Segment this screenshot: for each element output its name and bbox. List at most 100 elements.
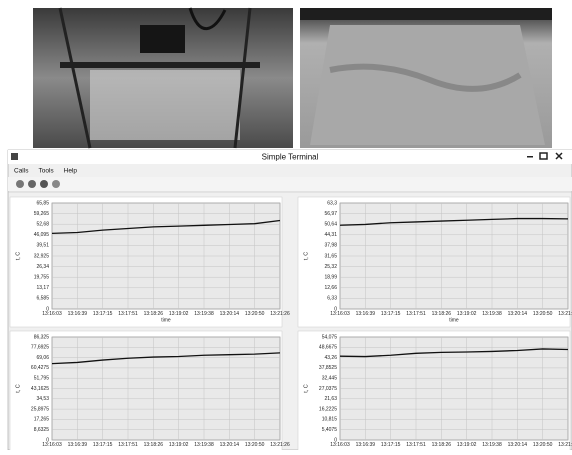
x-tick-label: 13:19:02 [169, 311, 189, 317]
y-tick-label: 5,4075 [322, 427, 338, 433]
y-tick-label: 12,66 [324, 285, 337, 291]
title-bar [8, 150, 572, 164]
y-tick-label: 37,98 [324, 243, 337, 249]
y-tick-label: 44,31 [324, 232, 337, 238]
y-tick-label: 0 [46, 306, 49, 312]
close-button[interactable] [555, 152, 563, 160]
x-tick-label: 13:21:26 [270, 311, 290, 317]
photo-left [33, 7, 293, 149]
menu-item[interactable]: Help [64, 168, 78, 175]
x-tick-label: 13:16:39 [356, 311, 376, 317]
y-tick-label: 69,06 [36, 355, 49, 361]
x-tick-label: 13:20:50 [245, 311, 265, 317]
y-tick-label: 56,97 [324, 211, 337, 217]
y-tick-label: 0 [46, 437, 49, 443]
x-tick-label: 13:20:14 [220, 442, 240, 448]
x-tick-label: 13:20:50 [533, 311, 553, 317]
x-tick-label: 13:18:26 [144, 442, 164, 448]
x-tick-label: 13:17:51 [118, 442, 138, 448]
window-title: Simple Terminal [262, 153, 319, 162]
x-axis-label: time [449, 317, 459, 323]
x-tick-label: 13:16:39 [68, 311, 88, 317]
toolbar-button[interactable] [40, 180, 48, 188]
x-tick-label: 13:16:39 [356, 442, 376, 448]
y-axis-label: t, C [15, 384, 21, 393]
data-line [339, 217, 569, 226]
y-tick-label: 6,585 [36, 296, 49, 302]
y-tick-label: 59,265 [34, 211, 50, 217]
y-tick-label: 43,26 [324, 355, 337, 361]
y-tick-label: 25,32 [324, 264, 337, 270]
data-line [51, 219, 281, 234]
y-tick-label: 60,4275 [31, 365, 49, 371]
y-axis-label: t, C [303, 252, 309, 261]
x-tick-label: 13:19:38 [482, 442, 502, 448]
y-tick-label: 86,325 [34, 334, 50, 340]
y-tick-label: 52,68 [36, 222, 49, 228]
y-tick-label: 6,33 [327, 296, 337, 302]
x-tick-label: 13:20:14 [508, 311, 528, 317]
x-tick-label: 13:19:02 [457, 311, 477, 317]
photo-right [300, 8, 552, 148]
minimize-button[interactable] [527, 156, 533, 158]
y-tick-label: 27,0375 [319, 386, 337, 392]
x-tick-label: 13:20:50 [533, 442, 553, 448]
app-icon [11, 153, 18, 160]
toolbar-button[interactable] [28, 180, 36, 188]
y-tick-label: 43,1625 [31, 386, 49, 392]
x-tick-label: 13:21:26 [558, 442, 572, 448]
x-tick-label: 13:16:03 [330, 442, 350, 448]
y-tick-label: 34,53 [36, 396, 49, 402]
x-tick-label: 13:20:50 [245, 442, 265, 448]
x-axis-label: time [161, 317, 171, 323]
y-tick-label: 77,6925 [31, 345, 49, 351]
y-tick-label: 32,445 [322, 376, 338, 382]
y-tick-label: 18,99 [324, 275, 337, 281]
x-tick-label: 13:19:38 [194, 311, 214, 317]
y-tick-label: 31,65 [324, 253, 337, 259]
x-tick-label: 13:17:15 [93, 442, 113, 448]
x-tick-label: 13:16:03 [330, 311, 350, 317]
toolbar-button[interactable] [16, 180, 24, 188]
menu-item[interactable]: Tools [38, 168, 54, 175]
y-tick-label: 48,6675 [319, 345, 337, 351]
y-tick-label: 26,34 [36, 264, 49, 270]
window-controls[interactable] [527, 152, 563, 160]
x-tick-label: 13:19:02 [457, 442, 477, 448]
y-tick-label: 0 [334, 437, 337, 443]
y-tick-label: 46,095 [34, 232, 50, 238]
charts-area: 0 6,585 13,17 19,755 26,34 32,925 39,51 46,095 5… [9, 196, 572, 455]
x-tick-label: 13:20:14 [220, 311, 240, 317]
y-tick-label: 63,3 [327, 200, 337, 206]
y-tick-label: 54,075 [322, 334, 338, 340]
y-tick-label: 8,6325 [34, 427, 50, 433]
x-tick-label: 13:16:03 [42, 442, 62, 448]
y-tick-label: 0 [334, 306, 337, 312]
toolbar-button[interactable] [52, 180, 60, 188]
x-tick-label: 13:17:15 [93, 311, 113, 317]
y-tick-label: 19,755 [34, 275, 50, 281]
x-tick-label: 13:17:51 [406, 442, 426, 448]
x-tick-label: 13:18:26 [432, 311, 452, 317]
y-tick-label: 32,925 [34, 253, 50, 259]
x-tick-label: 13:16:39 [68, 442, 88, 448]
y-axis-label: t, C [15, 252, 21, 261]
y-tick-label: 10,815 [322, 417, 338, 423]
x-tick-label: 13:16:03 [42, 311, 62, 317]
maximize-button[interactable] [539, 152, 548, 160]
y-tick-label: 25,8975 [31, 406, 49, 412]
x-tick-label: 13:17:51 [118, 311, 138, 317]
y-tick-label: 39,51 [36, 243, 49, 249]
menu-bar: Calls Tools Help [14, 168, 77, 175]
data-line [339, 348, 569, 358]
y-tick-label: 16,2225 [319, 406, 337, 412]
x-tick-label: 13:17:15 [381, 311, 401, 317]
menu-item[interactable]: Calls [14, 168, 29, 175]
x-tick-label: 13:17:15 [381, 442, 401, 448]
x-tick-label: 13:18:26 [144, 311, 164, 317]
x-tick-label: 13:18:26 [432, 442, 452, 448]
x-tick-label: 13:21:26 [558, 311, 572, 317]
y-tick-label: 50,64 [324, 222, 337, 228]
